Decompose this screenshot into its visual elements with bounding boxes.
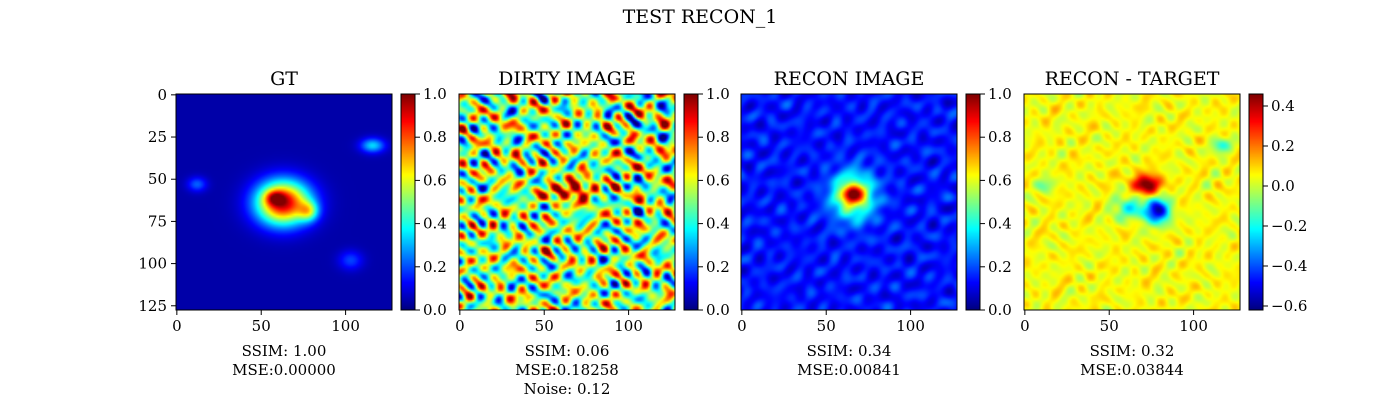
colorbar-tick-label: 0.4 (988, 215, 1012, 233)
heatmap-image (176, 94, 392, 310)
panel-1: GT 0 50 100 0 25 50 75 100 125 0.0 0.2 0.4 0.6 0.8 1.0 S… (138, 68, 447, 379)
colorbar-tick-label: 0.4 (1271, 97, 1295, 115)
colorbar (966, 94, 980, 310)
colorbar-tick-label: 0.2 (1271, 137, 1295, 155)
colorbar-tick-label: 1.0 (706, 85, 730, 103)
colorbar-tick-label: 0.0 (988, 301, 1012, 319)
colorbar-tick-label: 0.8 (706, 128, 730, 146)
y-tick-label: 75 (148, 212, 167, 230)
x-tick-label: 50 (817, 317, 836, 335)
panel-3: RECON IMAGE 0 50 100 0.0 0.2 0.4 0.6 0.8 1.0 SSIM:… (737, 68, 1012, 379)
colorbar-tick-label: 0.4 (706, 215, 730, 233)
colorbar-tick-label: 0.0 (423, 301, 447, 319)
x-tick-label: 0 (455, 317, 465, 335)
heatmap-image (459, 94, 675, 310)
metric-caption-line: SSIM: 0.06 (525, 342, 610, 360)
panel-2: DIRTY IMAGE 0 50 100 0.0 0.2 0.4 0.6 0.8 1.0 SSIM:… (455, 68, 730, 398)
colorbar-tick-label: −0.2 (1271, 217, 1307, 235)
metric-caption-line: MSE:0.00000 (232, 361, 336, 379)
metric-caption-line: MSE:0.00841 (797, 361, 901, 379)
colorbar-tick-label: −0.6 (1271, 297, 1307, 315)
panel-title: GT (270, 68, 298, 90)
y-tick-label: 0 (157, 86, 167, 104)
heatmap-frame (175, 93, 393, 311)
heatmap-frame (458, 93, 676, 311)
colorbar-tick-label: 0.8 (423, 128, 447, 146)
colorbar-tick-label: 0.2 (988, 258, 1012, 276)
x-tick-label: 50 (535, 317, 554, 335)
heatmap-frame (1023, 93, 1241, 311)
colorbar-tick-label: 1.0 (988, 85, 1012, 103)
colorbar (1249, 94, 1263, 310)
x-tick-label: 100 (1179, 317, 1208, 335)
heatmap-image (1024, 94, 1240, 310)
colorbar-tick-label: 0.2 (706, 258, 730, 276)
metric-caption-line: SSIM: 1.00 (242, 342, 327, 360)
heatmap-frame (740, 93, 958, 311)
colorbar-tick-label: −0.4 (1271, 257, 1307, 275)
colorbar-frame (400, 93, 416, 311)
x-tick-label: 100 (896, 317, 925, 335)
panel-title: DIRTY IMAGE (498, 68, 636, 90)
panel-title: RECON IMAGE (774, 68, 925, 90)
x-tick-label: 100 (614, 317, 643, 335)
x-tick-label: 50 (252, 317, 271, 335)
y-tick-label: 25 (148, 128, 167, 146)
metric-caption-line: Noise: 0.12 (524, 380, 611, 398)
colorbar-frame (1248, 93, 1264, 311)
metric-caption-line: SSIM: 0.32 (1090, 342, 1175, 360)
colorbar-tick-label: 0.6 (988, 171, 1012, 189)
panel-title: RECON - TARGET (1045, 68, 1220, 90)
colorbar-frame (683, 93, 699, 311)
y-tick-label: 125 (138, 297, 167, 315)
x-tick-label: 0 (1020, 317, 1030, 335)
x-tick-label: 100 (331, 317, 360, 335)
y-tick-label: 50 (148, 170, 167, 188)
colorbar-tick-label: 0.4 (423, 215, 447, 233)
colorbar-frame (965, 93, 981, 311)
metric-caption-line: SSIM: 0.34 (807, 342, 892, 360)
colorbar-tick-label: 0.2 (423, 258, 447, 276)
metric-caption-line: MSE:0.03844 (1080, 361, 1184, 379)
colorbar-tick-label: 0.6 (423, 171, 447, 189)
colorbar-tick-label: 1.0 (423, 85, 447, 103)
colorbar-tick-label: 0.6 (706, 171, 730, 189)
x-tick-label: 0 (737, 317, 747, 335)
y-tick-label: 100 (138, 255, 167, 273)
panel-4: RECON - TARGET 0 50 100 0.4 0.2 0.0 −0.2 −0.4 −0.… (1020, 68, 1307, 379)
colorbar-tick-label: 0.8 (988, 128, 1012, 146)
colorbar-tick-label: 0.0 (1271, 177, 1295, 195)
figure-suptitle: TEST RECON_1 (623, 6, 778, 28)
colorbar (401, 94, 415, 310)
colorbar (684, 94, 698, 310)
metric-caption-line: MSE:0.18258 (515, 361, 619, 379)
heatmap-image (741, 94, 957, 310)
x-tick-label: 0 (172, 317, 182, 335)
x-tick-label: 50 (1100, 317, 1119, 335)
colorbar-tick-label: 0.0 (706, 301, 730, 319)
